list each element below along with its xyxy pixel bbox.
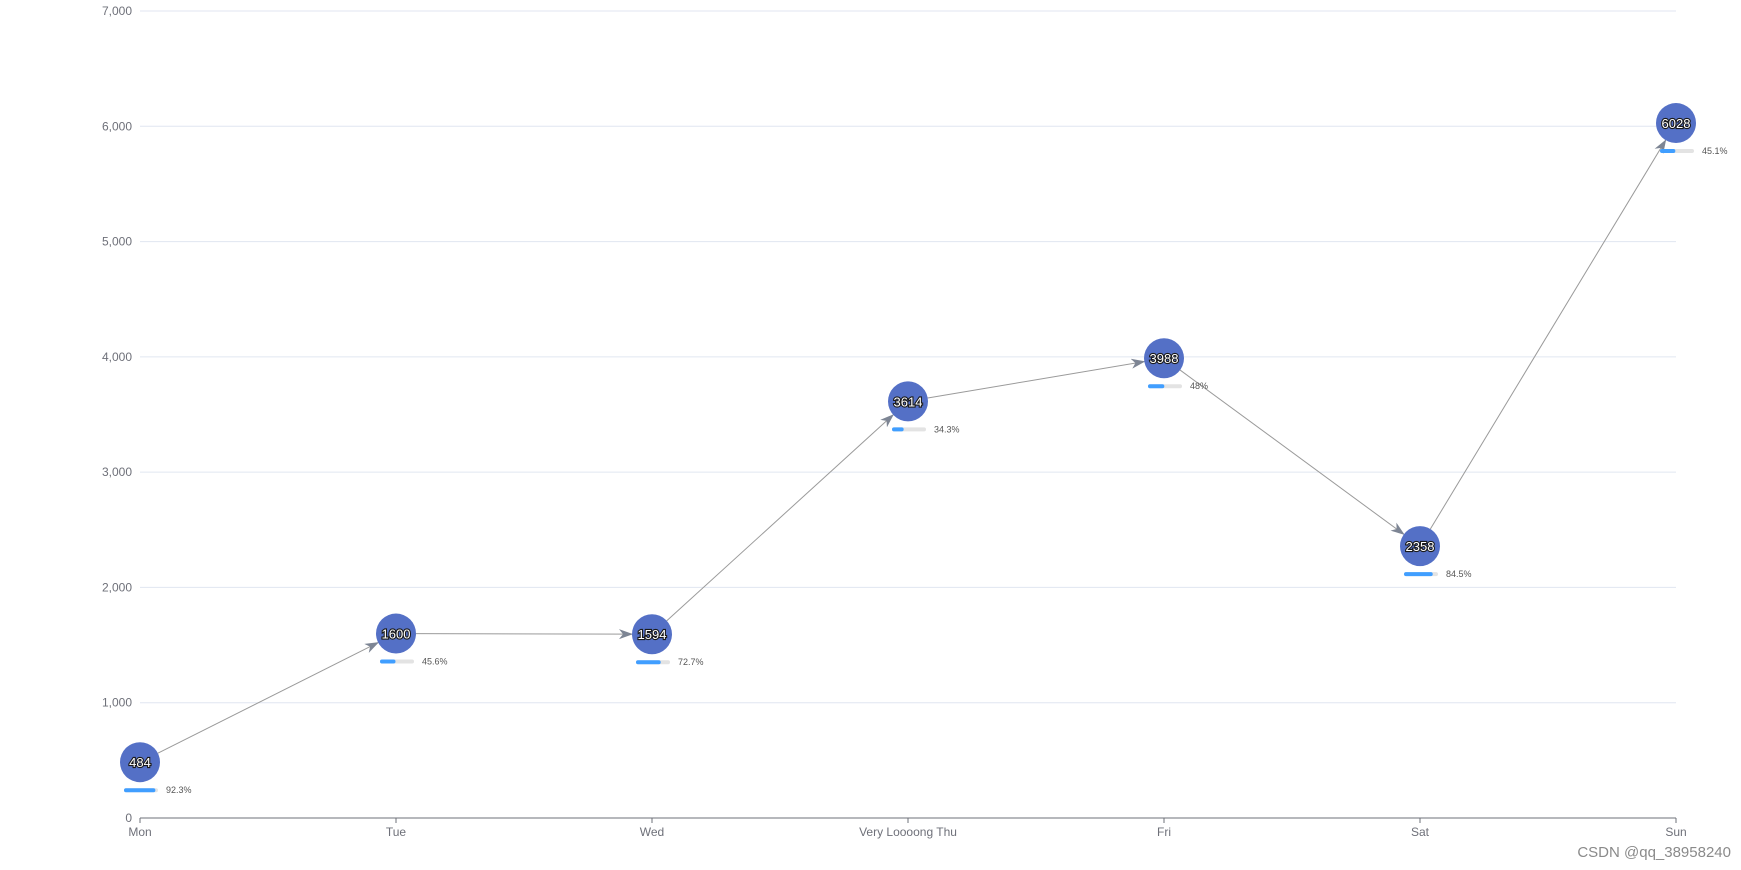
y-tick-label: 3,000: [102, 465, 132, 479]
y-tick-label: 6,000: [102, 119, 132, 133]
progress-percent-label: 72.7%: [678, 657, 704, 667]
series-segment-arrow: [927, 358, 1146, 399]
y-tick-label: 4,000: [102, 350, 132, 364]
data-point-marker: [120, 742, 160, 783]
x-tick-label: Sat: [1411, 825, 1430, 839]
y-tick-label: 0: [125, 811, 132, 825]
progress-fill: [1660, 149, 1676, 154]
x-tick-label: Very Loooong Thu: [859, 825, 957, 839]
progress-percent-label: 92.3%: [166, 785, 192, 795]
data-point-marker: [1400, 526, 1440, 567]
progress-percent-label: 34.3%: [934, 424, 960, 434]
x-tick-label: Mon: [128, 825, 151, 839]
data-point-value-label: 484: [129, 755, 151, 770]
data-point-marker: [1656, 103, 1696, 144]
data-point-marker: [632, 614, 672, 655]
series-segment-arrow: [666, 414, 894, 622]
y-tick-label: 5,000: [102, 235, 132, 249]
progress-fill: [892, 427, 904, 432]
data-point-value-label: 3614: [894, 394, 923, 409]
x-tick-label: Fri: [1157, 825, 1171, 839]
progress-fill: [1148, 384, 1165, 389]
y-tick-label: 7,000: [102, 4, 132, 18]
x-tick-label: Wed: [640, 825, 664, 839]
series-segment-arrow: [1429, 139, 1667, 530]
data-point-value-label: 2358: [1406, 539, 1435, 554]
data-point-value-label: 1594: [638, 627, 667, 642]
progress-fill: [380, 659, 396, 664]
series-segment-arrow: [1179, 369, 1405, 535]
watermark: CSDN @qq_38958240: [1577, 844, 1731, 861]
progress-fill: [1404, 572, 1433, 577]
progress-fill: [124, 788, 156, 793]
data-point-marker: [376, 613, 416, 654]
progress-percent-label: 45.1%: [1702, 146, 1728, 156]
series-segment-arrow: [157, 642, 380, 754]
data-point-value-label: 6028: [1662, 116, 1691, 131]
progress-percent-label: 48%: [1190, 381, 1208, 391]
data-point-marker: [1144, 338, 1184, 379]
series-segment-arrow: [415, 629, 634, 640]
data-point-value-label: 1600: [382, 627, 411, 642]
data-point-marker: [888, 381, 928, 422]
progress-percent-label: 45.6%: [422, 657, 448, 667]
x-tick-label: Tue: [386, 825, 407, 839]
y-tick-label: 2,000: [102, 580, 132, 594]
progress-fill: [636, 660, 661, 665]
y-tick-label: 1,000: [102, 696, 132, 710]
x-tick-label: Sun: [1665, 825, 1686, 839]
data-point-value-label: 3988: [1150, 351, 1179, 366]
progress-percent-label: 84.5%: [1446, 569, 1472, 579]
